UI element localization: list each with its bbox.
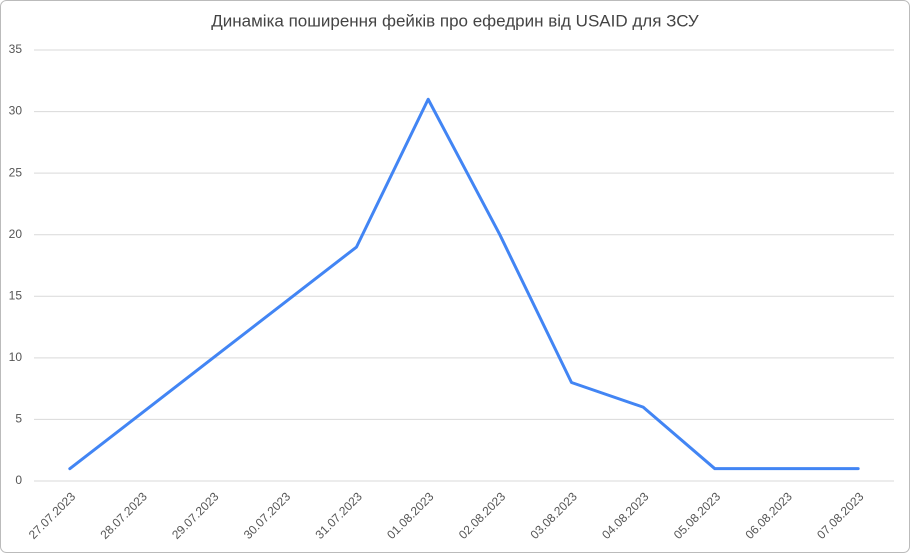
y-tick-label: 25	[9, 165, 23, 179]
y-tick-label: 10	[9, 350, 23, 364]
y-tick-label: 5	[15, 412, 22, 426]
y-tick-label: 35	[9, 42, 23, 56]
y-tick-label: 20	[9, 227, 23, 241]
y-tick-label: 0	[15, 473, 22, 487]
y-tick-label: 30	[9, 104, 23, 118]
chart-title: Динаміка поширення фейків про ефедрин ві…	[211, 11, 699, 30]
y-tick-label: 15	[9, 288, 23, 302]
data-line	[68, 97, 860, 471]
